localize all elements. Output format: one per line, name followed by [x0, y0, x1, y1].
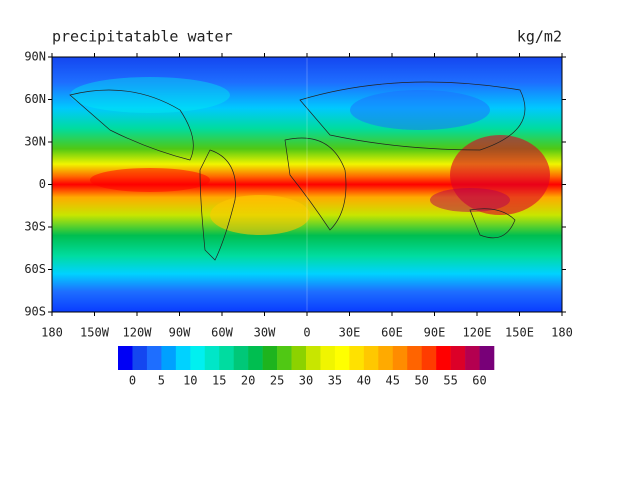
colorbar-box	[190, 346, 206, 370]
lon-label: 90W	[169, 326, 191, 340]
colorbar-box	[421, 346, 437, 370]
colorbar-box	[277, 346, 292, 370]
colorbar-label: 55	[443, 374, 457, 388]
colorbar-label: 15	[212, 374, 226, 388]
colorbar-label: 10	[183, 374, 197, 388]
lon-label: 120W	[123, 326, 153, 340]
colorbar-box	[161, 346, 177, 370]
colorbar-box	[450, 346, 466, 370]
colorbar-label: 60	[472, 374, 486, 388]
colorbar-box	[465, 346, 480, 370]
lat-label: 60N	[24, 92, 46, 106]
colorbar-label: 50	[414, 374, 428, 388]
colorbar-box	[320, 346, 336, 370]
map-field	[52, 57, 562, 312]
colorbar-box	[407, 346, 422, 370]
colorbar-label: 45	[386, 374, 400, 388]
colorbar-box	[204, 346, 220, 370]
lat-label: 0	[39, 177, 46, 191]
units: kg/m2	[517, 28, 562, 46]
lat-label: 30S	[24, 220, 46, 234]
lon-label: 30E	[339, 326, 361, 340]
colorbar-box	[291, 346, 307, 370]
lat-label: 90N	[24, 50, 46, 64]
colorbar-box	[219, 346, 234, 370]
colorbar-box	[479, 346, 495, 370]
lat-label: 90S	[24, 305, 46, 319]
colorbar-box	[233, 346, 249, 370]
colorbar-box	[349, 346, 365, 370]
colorbar-box	[363, 346, 379, 370]
colorbar-box	[132, 346, 148, 370]
colorbar-label: 40	[357, 374, 371, 388]
lon-label: 0	[303, 326, 310, 340]
colorbar-box	[378, 346, 394, 370]
colorbar-box	[248, 346, 263, 370]
colorbar-label: 30	[299, 374, 313, 388]
lon-label: 150W	[80, 326, 110, 340]
colorbar-box	[146, 346, 162, 370]
colorbar-box	[436, 346, 451, 370]
colorbar-box	[175, 346, 191, 370]
lon-label: 180	[41, 326, 63, 340]
lon-label: 30W	[254, 326, 276, 340]
title: precipitatable water	[52, 28, 233, 46]
lon-label: 60W	[211, 326, 233, 340]
colorbar-label: 25	[270, 374, 284, 388]
colorbar-box	[334, 346, 350, 370]
colorbar-label: 20	[241, 374, 255, 388]
colorbar-box	[118, 346, 133, 370]
colorbar-label: 0	[129, 374, 136, 388]
colorbar-box	[306, 346, 321, 370]
lon-label: 90E	[424, 326, 446, 340]
lat-label: 30N	[24, 135, 46, 149]
colorbar-box	[262, 346, 278, 370]
lon-label: 60E	[381, 326, 403, 340]
lon-label: 120E	[463, 326, 492, 340]
lon-label: 150E	[505, 326, 534, 340]
lat-label: 60S	[24, 262, 46, 276]
colorbar-label: 35	[328, 374, 342, 388]
lon-label: 180	[551, 326, 573, 340]
colorbar-label: 5	[158, 374, 165, 388]
colorbar-box	[392, 346, 408, 370]
